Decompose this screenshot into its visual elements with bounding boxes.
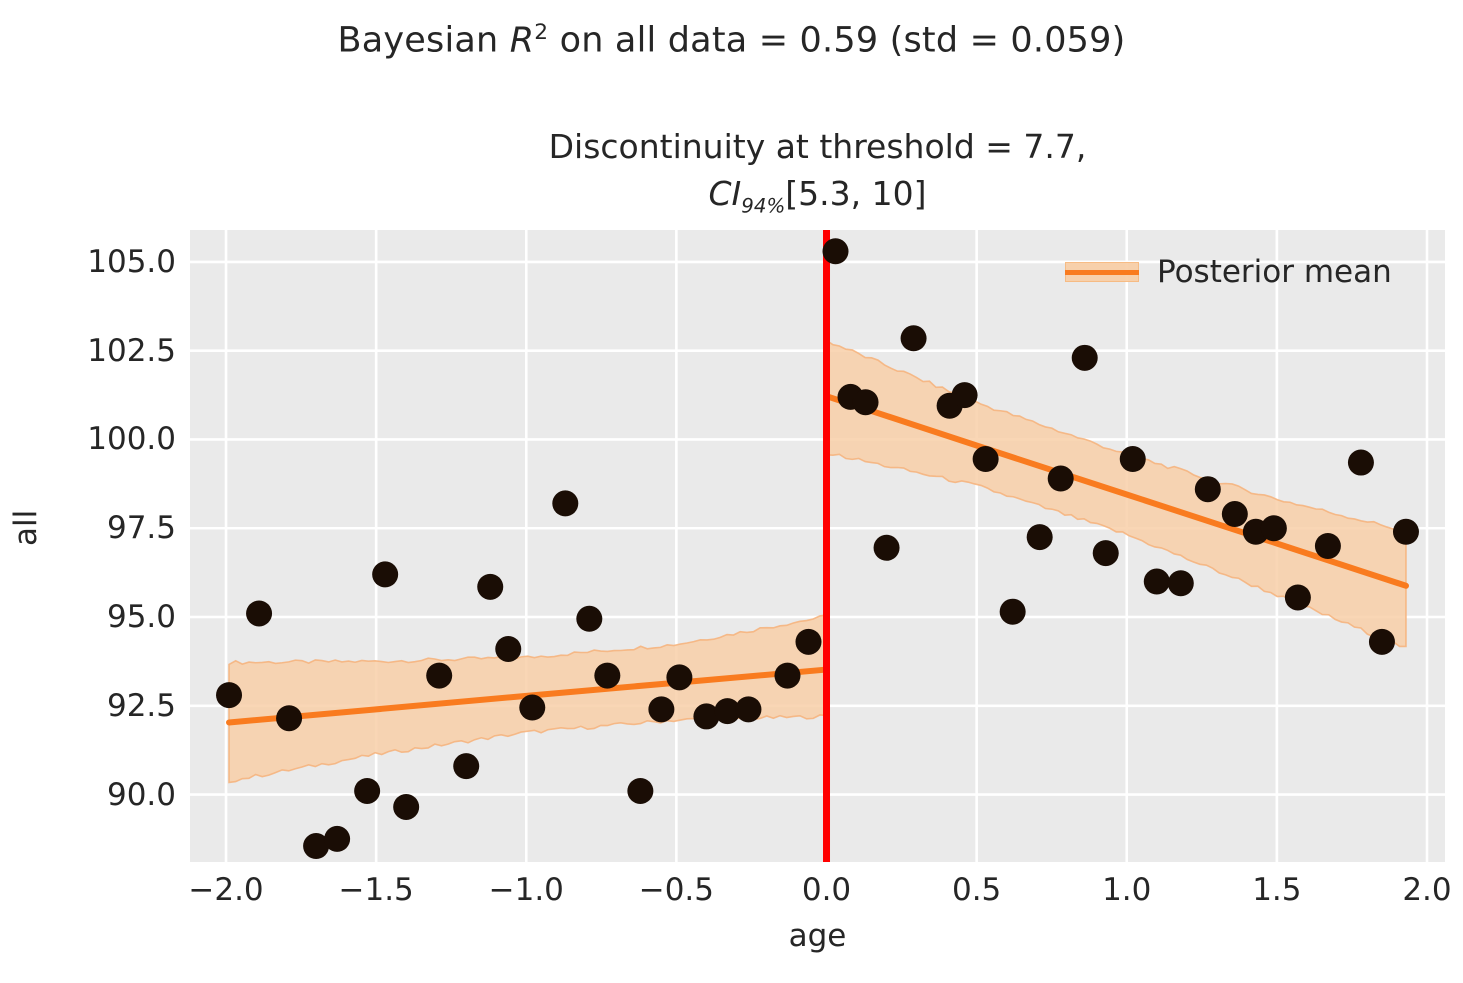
scatter-point <box>594 662 621 689</box>
scatter-point <box>1194 476 1221 503</box>
scatter-point <box>822 238 849 265</box>
ci-interval: [5.3, 10] <box>785 173 927 213</box>
scatter-point <box>1119 446 1146 473</box>
ci-symbol: CI <box>708 173 742 213</box>
scatter-point <box>1260 515 1287 542</box>
scatter-point <box>873 534 900 561</box>
scatter-point <box>1284 584 1311 611</box>
ci-level: 94% <box>741 194 786 218</box>
scatter-point <box>735 696 762 723</box>
scatter-point <box>1368 628 1395 655</box>
x-tick-label: 0.0 <box>801 872 852 908</box>
scatter-point <box>372 561 399 588</box>
scatter-point <box>693 703 720 730</box>
scatter-point <box>1392 518 1419 545</box>
scatter-point <box>666 664 693 691</box>
scatter-point <box>774 662 801 689</box>
suptitle-prefix: Bayesian <box>337 20 510 61</box>
scatter-point <box>1026 524 1053 551</box>
scatter-point <box>426 662 453 689</box>
scatter-point <box>714 698 741 725</box>
scatter-point <box>1092 540 1119 567</box>
scatter-point <box>393 793 420 820</box>
scatter-point <box>477 573 504 600</box>
x-tick-label: 0.5 <box>951 872 1002 908</box>
x-tick-label: −1.0 <box>488 872 564 908</box>
x-tick-label: 1.5 <box>1252 872 1302 908</box>
suptitle-r-symbol: R <box>509 20 535 61</box>
y-tick-label: 97.5 <box>106 510 176 547</box>
scatter-point <box>246 600 273 627</box>
scatter-point <box>999 598 1026 625</box>
y-tick-label: 105.0 <box>87 243 176 280</box>
scatter-point <box>576 605 603 632</box>
suptitle-exponent: 2 <box>534 20 549 45</box>
scatter-point <box>1314 533 1341 559</box>
posterior-mean-line-left <box>226 666 830 726</box>
x-axis-label: age <box>788 918 847 954</box>
x-tick-label: −1.5 <box>338 872 414 908</box>
x-tick-label: −2.0 <box>188 872 264 908</box>
suptitle-rest: on all data = 0.59 (std = 0.059) <box>548 20 1126 61</box>
y-tick-label: 92.5 <box>106 687 176 724</box>
scatter-point <box>627 777 654 804</box>
legend-swatch-posterior-mean <box>1065 259 1139 285</box>
legend-line-swatch <box>1065 270 1139 275</box>
scatter-point <box>276 705 303 732</box>
x-tick-label: 2.0 <box>1402 872 1452 908</box>
scatter-point <box>1167 570 1194 597</box>
plot-graphics <box>190 230 1445 862</box>
x-tick-label: 1.0 <box>1102 872 1152 908</box>
scatter-point <box>852 389 879 416</box>
scatter-point <box>900 325 927 352</box>
x-tick-label: −0.5 <box>638 872 715 908</box>
y-tick-label: 95.0 <box>106 599 176 635</box>
posterior-mean-line-right <box>823 393 1409 589</box>
y-tick-label: 90.0 <box>106 776 176 813</box>
scatter-point <box>1071 344 1098 371</box>
scatter-point <box>552 490 579 517</box>
scatter-point <box>951 382 978 409</box>
figure-suptitle: Bayesian R2 on all data = 0.59 (std = 0.… <box>0 20 1463 61</box>
scatter-point <box>795 628 822 655</box>
scatter-point <box>972 446 999 473</box>
scatter-point <box>303 833 330 860</box>
y-tick-label: 100.0 <box>87 421 176 458</box>
axes-title-line1: Discontinuity at threshold = 7.7, <box>548 127 1087 166</box>
plot-area <box>190 230 1445 862</box>
scatter-point <box>453 753 480 780</box>
y-tick-label: 102.5 <box>87 332 176 369</box>
scatter-point <box>354 777 381 804</box>
scatter-point <box>1143 568 1170 595</box>
axes-title: Discontinuity at threshold = 7.7, CI94%[… <box>190 124 1445 221</box>
legend: Posterior mean <box>1055 248 1402 296</box>
scatter-point <box>648 696 675 723</box>
scatter-point <box>324 825 351 852</box>
scatter-point <box>216 682 243 709</box>
scatter-point <box>1221 501 1248 528</box>
scatter-point <box>519 694 546 721</box>
legend-label-posterior-mean: Posterior mean <box>1157 254 1392 290</box>
axes-title-line2: CI94%[5.3, 10] <box>190 171 1445 221</box>
scatter-point <box>1047 465 1074 492</box>
scatter-point <box>495 635 522 662</box>
scatter-point <box>1347 449 1374 476</box>
